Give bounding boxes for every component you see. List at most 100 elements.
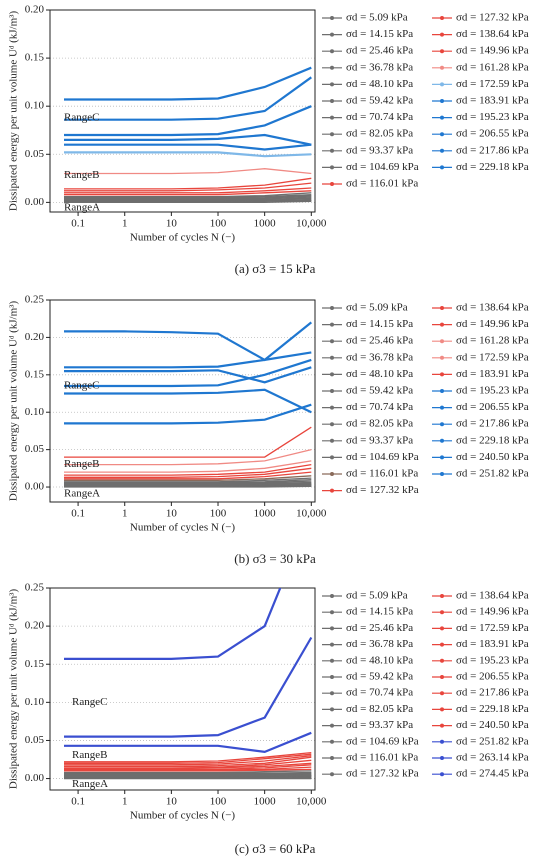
legend-marker [440,772,444,777]
legend-marker [330,165,334,170]
legend-marker [440,756,444,760]
legend-label: σd = 138.64 kPa [456,302,529,314]
legend-label: σd = 240.50 kPa [456,451,529,463]
legend-marker [330,389,334,393]
legend-label: σd = 48.10 kPa [346,78,413,90]
y-tick-label: 0.00 [25,481,45,493]
series-line [64,200,312,204]
legend-label: σd = 172.59 kPa [456,351,529,363]
x-tick-label: 1 [122,218,128,230]
legend-marker [330,472,334,476]
legend-marker [330,772,334,777]
legend-marker [440,132,444,137]
legend-label: σd = 217.86 kPa [456,418,529,430]
legend-marker [440,355,444,360]
x-tick-label: 1 [122,796,128,808]
series-line [64,753,312,764]
x-tick-label: 100 [210,508,227,520]
legend-label: σd = 240.50 kPa [456,719,529,731]
legend-marker [330,49,334,54]
legend-label: σd = 183.91 kPa [456,368,529,380]
legend-label: σd = 229.18 kPa [456,434,529,446]
legend-label: σd = 25.46 kPa [346,622,413,634]
series-line [64,776,312,779]
legend-marker [440,148,444,153]
legend-label: σd = 14.15 kPa [346,318,413,330]
legend-label: σd = 149.96 kPa [456,606,529,618]
series-line [64,759,312,768]
legend-marker [440,405,444,410]
legend-marker [330,422,334,427]
legend-marker [330,455,334,460]
series-line [64,766,312,771]
series-line [64,194,312,199]
series-line [64,187,312,194]
series-line [64,756,312,768]
series-line [64,463,312,476]
legend-label: σd = 48.10 kPa [346,654,413,666]
series-line [64,460,312,473]
y-tick-label: 0.00 [25,196,45,208]
legend-marker [330,739,334,744]
legend-marker [330,322,334,327]
legend-label: σd = 127.32 kPa [456,12,529,24]
legend-marker [330,16,334,20]
legend-label: σd = 217.86 kPa [456,144,529,156]
legend-label: σd = 116.01 kPa [346,752,418,764]
caption: (c) σ3 = 60 kPa [235,841,316,856]
y-tick-label: 0.10 [25,406,45,418]
series-line [64,190,312,196]
legend-marker [440,739,444,744]
series-line [64,321,312,362]
y-tick-label: 0.15 [25,52,45,64]
y-axis-title: Dissipated energy per unit volume Uᵈ (kJ… [8,301,20,502]
legend-label: σd = 82.05 kPa [346,128,413,140]
series-line [64,66,312,101]
annotation: RangeC [64,111,99,123]
series-line [64,366,312,384]
series-line [64,76,312,121]
series-line [64,426,312,458]
y-tick-label: 0.10 [25,696,45,708]
y-axis-title: Dissipated energy per unit volume Uᵈ (kJ… [8,589,20,790]
series-line [64,133,312,146]
legend-label: σd = 195.23 kPa [456,385,529,397]
annotation: RangeC [72,696,107,708]
series-line [64,762,312,770]
legend-marker [330,594,334,598]
legend-marker [440,16,444,20]
series-line [64,475,312,481]
legend-marker [330,372,334,377]
legend-marker [440,472,444,476]
legend-marker [440,691,444,696]
x-tick-label: 10,000 [296,218,327,230]
series-line [64,478,312,484]
lines [64,321,312,488]
x-tick-label: 0.1 [71,796,85,808]
annotation: RangeB [64,169,99,181]
legend-label: σd = 25.46 kPa [346,335,413,347]
y-tick-label: 0.15 [25,368,45,380]
y-tick-label: 0.15 [25,658,45,670]
series-line [64,471,312,480]
x-tick-label: 10 [166,508,178,520]
y-tick-label: 0.25 [25,582,45,594]
series-line [64,477,312,483]
legend-label: σd = 229.18 kPa [456,161,529,173]
legend-marker [440,723,444,728]
legend-label: σd = 127.32 kPa [346,768,419,780]
chart: 0.00 0.05 0.10 0.15 0.20 0.1 1 10 100 1000 10,000 σ… [8,4,529,276]
legend-marker [440,455,444,460]
x-tick-label: 10,000 [296,796,327,808]
legend-label: σd = 263.14 kPa [456,752,529,764]
series-line [64,482,312,486]
legend-label: σd = 195.23 kPa [456,111,529,123]
legend-label: σd = 104.69 kPa [346,451,419,463]
legend-label: σd = 93.37 kPa [346,144,413,156]
chart: 0.00 0.05 0.10 0.15 0.20 0.25 0.1 1 10 100 1000 10,… [8,582,529,856]
legend-marker [440,372,444,377]
legend-label: σd = 93.37 kPa [346,719,413,731]
legend-marker [330,488,334,493]
series-line [64,358,312,388]
legend-label: σd = 116.01 kPa [346,468,418,480]
